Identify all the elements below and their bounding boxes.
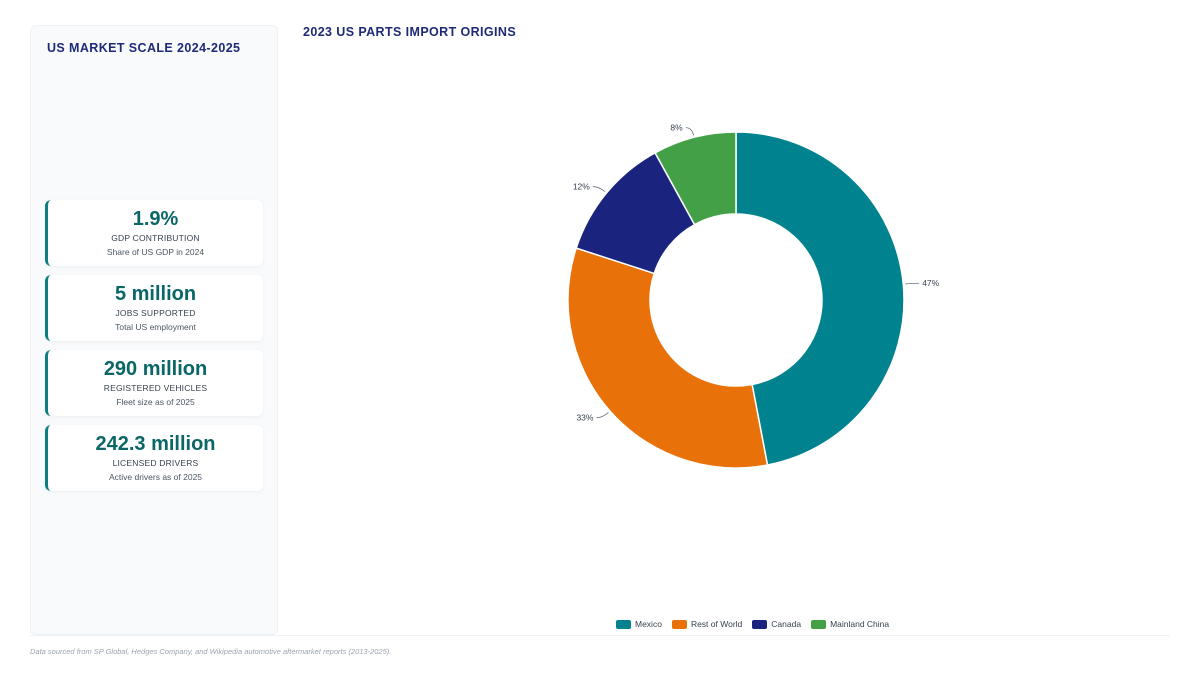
legend-swatch: [752, 619, 768, 629]
stat-label: JOBS SUPPORTED: [115, 308, 196, 318]
stat-card-jobs: 5 million JOBS SUPPORTED Total US employ…: [45, 275, 263, 341]
donut-slice-rest-of-world: [567, 247, 769, 469]
legend-item-mainland-china[interactable]: Mainland China: [811, 619, 889, 629]
legend-label: Mexico: [635, 619, 662, 629]
donut-leader-line: [685, 127, 695, 136]
legend-item-canada[interactable]: Canada: [752, 619, 801, 629]
source-footnote: Data sourced from SP Global, Hedges Comp…: [30, 647, 392, 656]
stat-label: REGISTERED VEHICLES: [103, 383, 208, 393]
chart-legend: Mexico Rest of World Canada Mainland China: [616, 619, 889, 629]
legend-item-mexico[interactable]: Mexico: [616, 619, 662, 629]
stat-sub: Active drivers as of 2025: [108, 472, 203, 482]
donut-chart: 47% 33% 12% 8%: [567, 123, 940, 469]
market-scale-panel: US MARKET SCALE 2024-2025 1.9% GDP CONTR…: [30, 25, 278, 635]
stat-value: 242.3 million: [95, 433, 216, 455]
donut-percent-label: 12%: [573, 182, 590, 192]
stat-card-drivers: 242.3 million LICENSED DRIVERS Active dr…: [45, 425, 263, 491]
stat-sub: Share of US GDP in 2024: [106, 247, 205, 257]
legend-item-rest-of-world[interactable]: Rest of World: [671, 619, 743, 629]
donut-slice-mexico: [735, 131, 905, 466]
donut-leader-line: [596, 412, 609, 419]
legend-swatch: [671, 619, 687, 629]
stat-sub: Fleet size as of 2025: [116, 397, 195, 407]
stat-card-vehicles: 290 million REGISTERED VEHICLES Fleet si…: [45, 350, 263, 416]
legend-label: Rest of World: [690, 619, 743, 629]
legend-swatch: [811, 619, 827, 629]
stat-value: 1.9%: [132, 208, 179, 230]
stat-sub: Total US employment: [115, 322, 196, 332]
stat-card-gdp: 1.9% GDP CONTRIBUTION Share of US GDP in…: [45, 200, 263, 266]
footer-divider: [30, 635, 1170, 636]
legend-swatch: [616, 619, 631, 629]
donut-slice-mainland-china: [654, 131, 737, 226]
stat-label: LICENSED DRIVERS: [112, 458, 199, 468]
donut-percent-label: 33%: [576, 413, 593, 423]
donut-percent-label: 8%: [670, 123, 683, 133]
legend-label: Mainland China: [830, 619, 890, 629]
stat-value: 5 million: [114, 283, 197, 305]
donut-slices: [567, 131, 905, 469]
donut-leader-line: [905, 282, 920, 285]
donut-labels: 47% 33% 12% 8%: [573, 123, 940, 423]
market-scale-title: US MARKET SCALE 2024-2025: [47, 41, 241, 55]
chart-title: 2023 US PARTS IMPORT ORIGINS: [303, 25, 517, 39]
donut-percent-label: 47%: [922, 278, 939, 288]
legend-label: Canada: [771, 619, 802, 629]
stat-label: GDP CONTRIBUTION: [111, 233, 200, 243]
donut-leader-line: [592, 186, 606, 192]
stat-value: 290 million: [103, 358, 208, 380]
